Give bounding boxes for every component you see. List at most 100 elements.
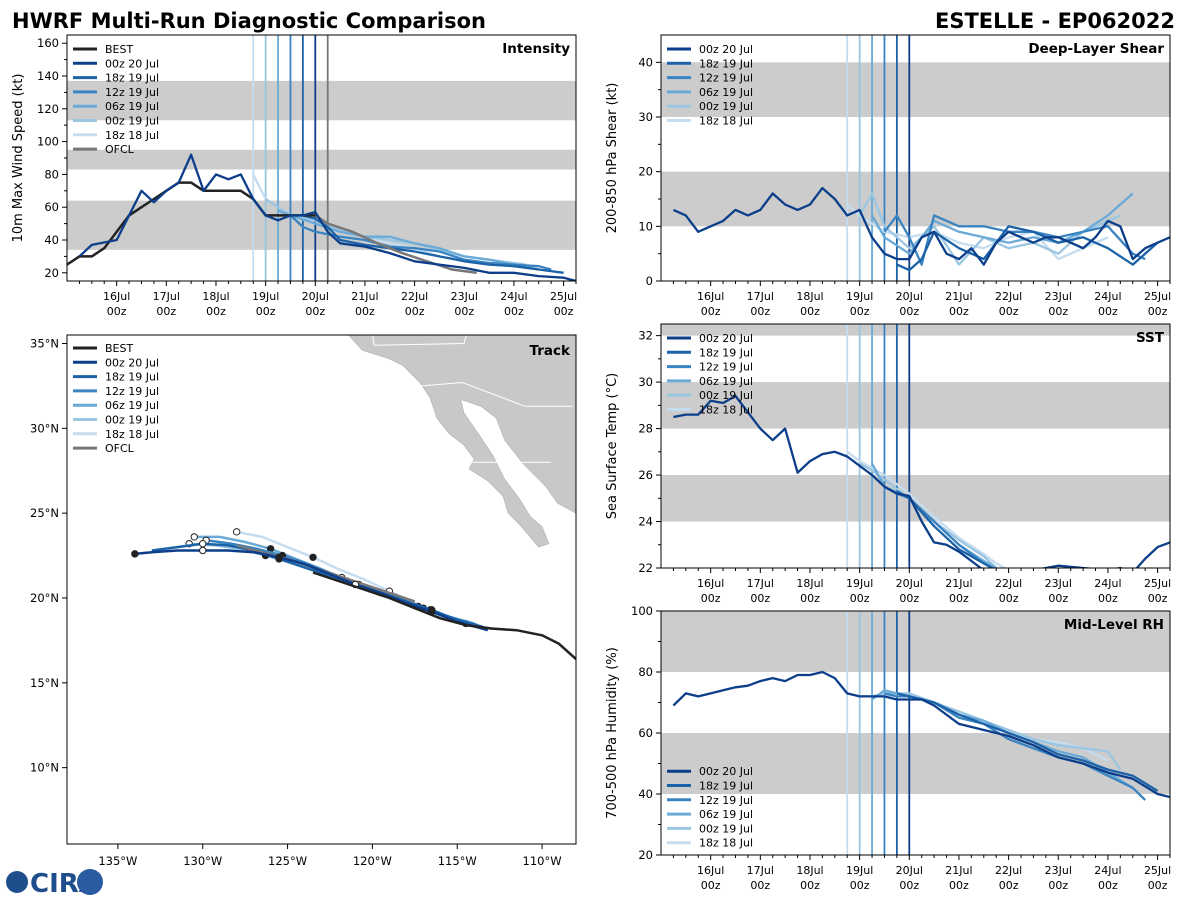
x-tick-label: 17Jul — [747, 577, 774, 590]
legend-label-18z-18-jul: 18z 18 Jul — [699, 837, 753, 850]
shaded-band-2 — [67, 149, 576, 170]
series-12z-19-jul — [289, 214, 552, 271]
x-tick-label: 18Jul — [796, 864, 823, 877]
x-tick-label: 19Jul — [846, 864, 873, 877]
x-tick-sublabel: 00z — [800, 879, 820, 892]
x-tick-label: 22Jul — [995, 864, 1022, 877]
x-tick-sublabel: 00z — [899, 592, 919, 605]
series-18z-18-jul — [846, 450, 1007, 568]
y-tick-label: 10 — [638, 219, 653, 233]
y-tick-label: 40 — [44, 233, 59, 247]
legend-label-best: BEST — [105, 43, 133, 56]
x-tick-sublabel: 00z — [1048, 879, 1068, 892]
x-tick-label: 20Jul — [896, 864, 923, 877]
shear-panel: 0 10 20 30 40 200-850 hPa Shear (kt) 16Jul 00z 1… — [605, 34, 1171, 318]
storm-id: ESTELLE - EP062022 — [935, 9, 1175, 33]
lon-tick-label: 125°W — [268, 854, 307, 868]
panel-title: SST — [1136, 330, 1165, 346]
x-tick-sublabel: 00z — [899, 879, 919, 892]
x-tick-sublabel: 00z — [949, 879, 969, 892]
x-tick-sublabel: 00z — [750, 305, 770, 318]
y-tick-label: 20 — [44, 266, 59, 280]
lon-tick-label: 130°W — [183, 854, 222, 868]
legend-label-00z-19-jul: 00z 19 Jul — [699, 389, 753, 402]
x-tick-label: 25Jul — [1144, 864, 1171, 877]
y-tick-label: 0 — [646, 274, 653, 288]
legend-label-00z-19-jul: 00z 19 Jul — [699, 100, 753, 113]
series-ofcl — [314, 214, 477, 275]
track-18z-18-jul — [236, 530, 517, 632]
x-tick-label: 24Jul — [1094, 577, 1121, 590]
x-tick-sublabel: 00z — [1148, 592, 1168, 605]
track-marker — [199, 539, 207, 548]
panel-title: Deep-Layer Shear — [1028, 41, 1164, 57]
x-tick-sublabel: 00z — [405, 305, 425, 318]
x-tick-label: 16Jul — [103, 290, 130, 303]
x-tick-sublabel: 00z — [1098, 879, 1118, 892]
y-tick-label: 80 — [44, 167, 59, 181]
y-tick-label: 100 — [37, 135, 59, 149]
legend-label-ofcl: OFCL — [105, 442, 135, 455]
x-tick-label: 21Jul — [351, 290, 378, 303]
x-tick-sublabel: 00z — [850, 879, 870, 892]
x-tick-label: 17Jul — [747, 864, 774, 877]
series-18z-19-jul — [302, 214, 564, 274]
x-tick-label: 19Jul — [252, 290, 279, 303]
x-tick-label: 18Jul — [202, 290, 229, 303]
track-marker — [190, 533, 198, 541]
x-tick-sublabel: 00z — [554, 305, 574, 318]
series-00z-20-jul — [1039, 541, 1170, 568]
lon-tick-label: 120°W — [353, 854, 392, 868]
cira-logo: CIRA — [6, 869, 103, 899]
lon-tick-label: 115°W — [438, 854, 477, 868]
shaded-band-1 — [661, 171, 1170, 227]
y-tick-label: 20 — [638, 848, 653, 862]
x-tick-label: 18Jul — [796, 290, 823, 303]
legend-label-00z-19-jul: 00z 19 Jul — [105, 115, 159, 128]
x-tick-sublabel: 00z — [504, 305, 524, 318]
x-tick-sublabel: 00z — [949, 592, 969, 605]
legend-label-18z-18-jul: 18z 18 Jul — [699, 115, 753, 128]
rh-panel: 20 40 60 80 100 700-500 hPa Humidity (%) 16Jul… — [605, 604, 1171, 892]
lat-tick-label: 30°N — [30, 421, 59, 435]
x-tick-label: 17Jul — [153, 290, 180, 303]
legend-label-06z-19-jul: 06z 19 Jul — [105, 399, 159, 412]
shaded-band-3 — [67, 80, 576, 121]
x-tick-sublabel: 00z — [899, 305, 919, 318]
lat-tick-label: 20°N — [30, 591, 59, 605]
land-mass — [348, 335, 576, 548]
x-tick-label: 18Jul — [796, 577, 823, 590]
x-tick-sublabel: 00z — [1148, 305, 1168, 318]
legend-label-06z-19-jul: 06z 19 Jul — [699, 375, 753, 388]
lon-tick-label: 135°W — [98, 854, 137, 868]
track-marker — [275, 553, 283, 561]
legend-label-12z-19-jul: 12z 19 Jul — [699, 794, 753, 807]
x-tick-label: 22Jul — [401, 290, 428, 303]
series-06z-19-jul — [277, 209, 540, 271]
legend-label-00z-20-jul: 00z 20 Jul — [105, 57, 159, 70]
y-tick-label: 160 — [37, 36, 59, 50]
shaded-band-2 — [661, 382, 1170, 429]
y-tick-label: 20 — [638, 165, 653, 179]
country-border — [421, 381, 573, 407]
x-tick-sublabel: 00z — [800, 305, 820, 318]
x-tick-label: 25Jul — [550, 290, 577, 303]
legend-label-00z-20-jul: 00z 20 Jul — [699, 43, 753, 56]
y-tick-label: 24 — [638, 515, 653, 529]
y-tick-label: 80 — [638, 665, 653, 679]
panel-title: Track — [530, 343, 571, 359]
y-tick-label: 28 — [638, 422, 653, 436]
y-axis-label: Sea Surface Temp (°C) — [605, 373, 620, 520]
track-marker — [309, 553, 317, 561]
legend-label-18z-18-jul: 18z 18 Jul — [699, 404, 753, 417]
map-frame — [66, 334, 577, 845]
x-tick-sublabel: 00z — [1048, 592, 1068, 605]
series-18z-19-jul — [896, 225, 1159, 272]
figure-title: HWRF Multi-Run Diagnostic Comparison — [12, 9, 486, 33]
y-tick-label: 40 — [638, 787, 653, 801]
y-tick-label: 30 — [638, 110, 653, 124]
legend-label-18z-18-jul: 18z 18 Jul — [105, 129, 159, 142]
legend-label-18z-19-jul: 18z 19 Jul — [105, 72, 159, 85]
